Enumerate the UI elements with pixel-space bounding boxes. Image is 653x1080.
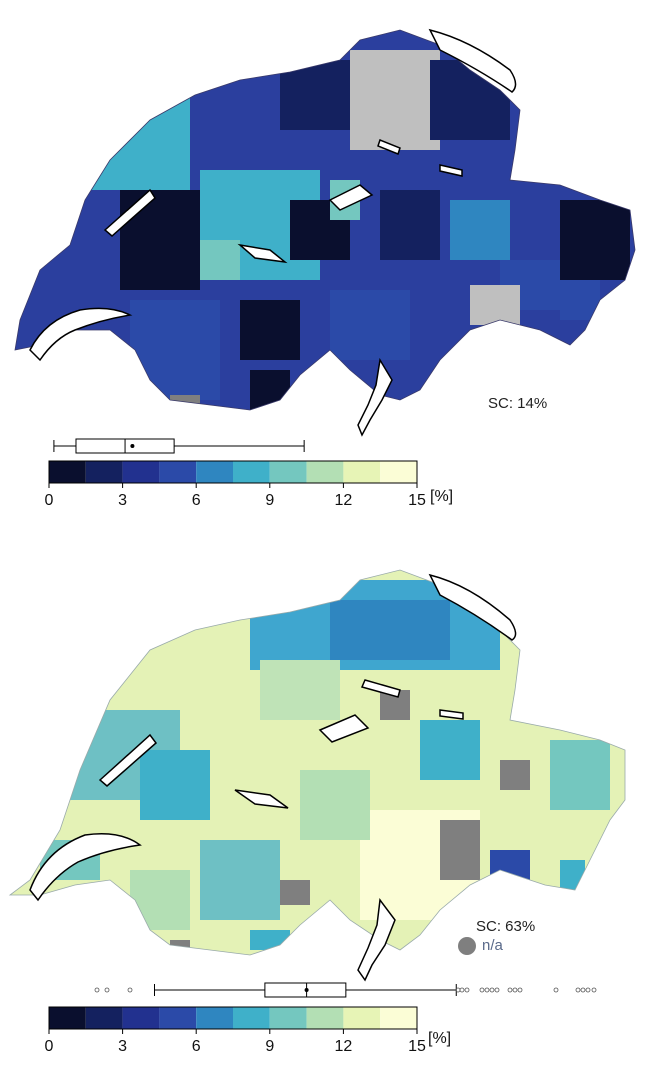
boxplot-bottom — [94, 982, 597, 998]
na-legend-swatch — [458, 937, 476, 955]
colorbar-bin — [306, 461, 344, 483]
colorbar-bin — [159, 461, 197, 483]
colorbar-tick-label: 0 — [45, 1038, 54, 1055]
sc-label: SC: 63% — [476, 918, 536, 935]
boxplot-outlier — [489, 987, 495, 993]
lake-lucerne-bottom — [318, 714, 370, 743]
na-label: n/a — [482, 937, 503, 954]
colorbar-bin — [380, 1007, 417, 1029]
boxplot-outlier — [484, 987, 490, 993]
lake-constance-bottom — [428, 573, 517, 641]
boxplot-outlier — [512, 987, 518, 993]
colorbar-bin — [306, 1007, 344, 1029]
country-border-top — [14, 29, 636, 411]
boxplot-outlier — [580, 987, 586, 993]
boxplot-top — [53, 438, 305, 454]
lake-neuchatel-bottom — [98, 733, 158, 787]
colorbar-bin — [343, 461, 381, 483]
lake-neuchatel-top — [103, 188, 156, 237]
switzerland-map-top: 0 3 6 9 12 15 — [14, 28, 636, 509]
colorbar-tick-label: 0 — [45, 492, 54, 509]
colorbar-bin — [196, 1007, 233, 1029]
colorbar-bin — [49, 1007, 86, 1029]
municipality-fill-bottom — [10, 570, 625, 955]
colorbar-bin — [269, 1007, 307, 1029]
map-panel-top: 0 3 6 9 12 15 SC: 14% [%] — [0, 0, 653, 520]
colorbar-bin — [159, 1007, 197, 1029]
boxplot-outlier — [585, 987, 591, 993]
boxplot-outlier — [104, 987, 110, 993]
colorbar-bin — [269, 461, 307, 483]
colorbar-tick-label: 9 — [265, 1038, 274, 1055]
colorbar-bottom: 0 3 6 9 12 15 — [45, 1006, 426, 1055]
switzerland-map-bottom: 0 3 6 9 12 15 — [8, 569, 626, 1055]
boxplot-outlier — [479, 987, 485, 993]
colorbar-bin — [49, 461, 86, 483]
boxplot-outlier — [94, 987, 100, 993]
colorbar-tick-label: 12 — [335, 1038, 353, 1055]
colorbar-tick-label: 12 — [335, 492, 353, 509]
colorbar-bin — [343, 1007, 381, 1029]
lake-walen-top — [439, 164, 463, 177]
municipality-fill-top — [15, 30, 635, 410]
colorbar-frame — [48, 460, 418, 484]
boxplot-mean — [130, 444, 135, 448]
colorbar-bin — [196, 461, 233, 483]
lake-geneva-bottom — [29, 833, 142, 902]
lake-walen-bottom — [439, 709, 464, 720]
lake-zurich-bottom — [360, 679, 401, 698]
colorbar-tick-label: 3 — [118, 492, 127, 509]
lake-constance-top — [428, 28, 517, 93]
map-panel-bottom: 0 3 6 9 12 15 SC: 63% n/a [%] — [0, 540, 653, 1080]
colorbar-bin — [380, 461, 417, 483]
colorbar-frame — [48, 1006, 418, 1030]
colorbar-tick-label: 3 — [118, 1038, 127, 1055]
boxplot-outlier — [494, 987, 500, 993]
unit-label: [%] — [430, 488, 454, 505]
lake-maggiore-top — [357, 357, 393, 437]
country-border-bottom — [8, 569, 626, 956]
lake-maggiore-bottom — [357, 898, 396, 982]
lake-thun-bottom — [234, 789, 289, 809]
boxplot-outlier — [575, 987, 581, 993]
boxplot-mean — [304, 988, 309, 992]
colorbar-tick-label: 6 — [192, 492, 201, 509]
lake-thun-top — [237, 243, 288, 264]
colorbar-tick-label: 6 — [192, 1038, 201, 1055]
boxplot-outlier — [591, 987, 597, 993]
lake-zurich-top — [377, 139, 401, 155]
colorbar-bin — [233, 461, 270, 483]
lake-lucerne-top — [328, 184, 374, 211]
colorbar-bin — [122, 1007, 160, 1029]
boxplot-outlier — [127, 987, 133, 993]
unit-label: [%] — [428, 1030, 452, 1047]
colorbar-bin — [85, 461, 123, 483]
colorbar-bin — [122, 461, 160, 483]
boxplot-outlier — [459, 987, 465, 993]
boxplot-outlier — [507, 987, 513, 993]
colorbar-top: 0 3 6 9 12 15 — [45, 460, 426, 509]
boxplot-outlier — [553, 987, 559, 993]
colorbar-bin — [85, 1007, 123, 1029]
lake-geneva-top — [29, 307, 133, 362]
boxplot-outlier — [517, 987, 523, 993]
colorbar-tick-label: 15 — [408, 492, 426, 509]
colorbar-tick-label: 15 — [408, 1038, 426, 1055]
colorbar-tick-label: 9 — [265, 492, 274, 509]
boxplot-outlier — [464, 987, 470, 993]
colorbar-bin — [233, 1007, 270, 1029]
sc-label: SC: 14% — [488, 395, 548, 412]
